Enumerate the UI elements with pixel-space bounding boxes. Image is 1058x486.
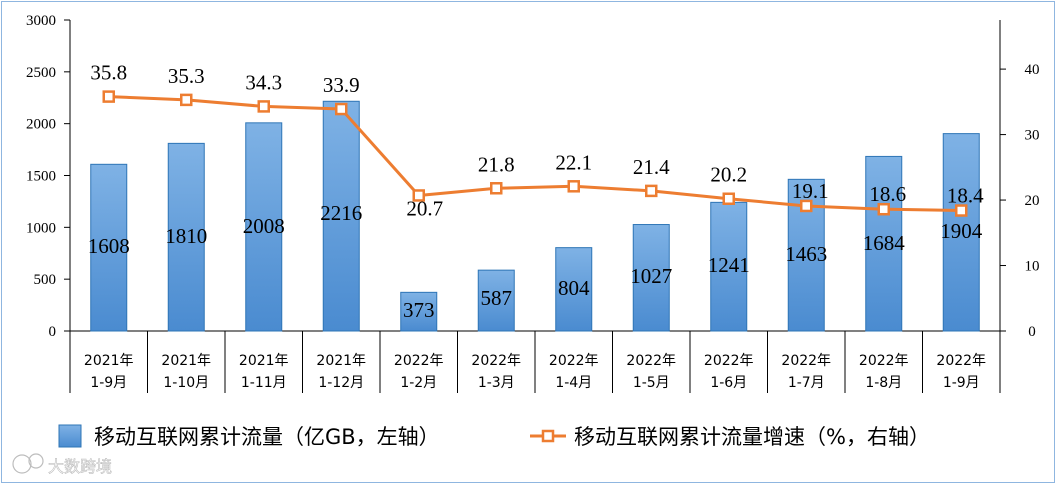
- bar-value-label: 1810: [165, 224, 207, 248]
- right-tick-label: 10: [1025, 259, 1040, 275]
- line-point: [102, 90, 115, 103]
- category-year-label: 2022年: [859, 353, 909, 369]
- bar-value-label: 2216: [320, 201, 362, 225]
- bar: [632, 224, 670, 332]
- right-tick-label: 0: [1028, 324, 1036, 340]
- line-point: [800, 199, 813, 213]
- left-tick-label: 1500: [26, 169, 56, 185]
- category-year-label: 2022年: [626, 353, 676, 369]
- category-year-label: 2021年: [161, 353, 211, 369]
- legend-bar-swatch: [58, 424, 82, 448]
- category-year-label: 2022年: [704, 353, 754, 369]
- category-year-label: 2022年: [781, 353, 831, 369]
- line-point: [490, 182, 503, 195]
- bar-value-label: 1463: [785, 242, 827, 266]
- left-tick-label: 2000: [26, 117, 56, 133]
- right-tick-label: 30: [1025, 128, 1040, 144]
- category-axis-labels: 2021年 1-9月 2021年 1-10月 2021年 1-11月 2021年 1-12月 2…: [84, 353, 986, 391]
- line-value-label: 35.3: [168, 64, 205, 88]
- left-tick-label: 1000: [26, 220, 56, 236]
- bar: [400, 291, 438, 332]
- left-tick-label: 500: [34, 272, 57, 288]
- left-tick-label: 2500: [26, 65, 56, 81]
- bar-value-label: 1608: [88, 234, 130, 258]
- bar: [322, 100, 360, 332]
- category-period-label: 1-6月: [710, 375, 747, 391]
- legend-line-label: 移动互联网累计流量增速（%，右轴）: [574, 425, 930, 449]
- line-value-label: 22.1: [555, 150, 592, 174]
- category-period-label: 1-8月: [865, 375, 902, 391]
- category-year-label: 2022年: [936, 353, 986, 369]
- legend-bar-label: 移动互联网累计流量（亿GB，左轴）: [94, 425, 440, 449]
- left-tick-label: 3000: [26, 13, 56, 29]
- growth-line: [108, 95, 962, 213]
- category-period-label: 1-4月: [555, 375, 592, 391]
- bar-value-label: 1904: [940, 219, 983, 243]
- data-labels: 1608 1810 2008 2216 373 587 804 1027 1241 1463 168…: [88, 61, 984, 322]
- bar-series: [90, 100, 980, 332]
- bar: [555, 247, 593, 332]
- axes: 0 500 1000 1500 2000 2500 3000 0 10 20 30 40: [26, 13, 1040, 393]
- bar: [90, 163, 128, 332]
- legend: 移动互联网累计流量（亿GB，左轴） 移动互联网累计流量增速（%，右轴）: [58, 424, 930, 449]
- category-year-label: 2021年: [84, 353, 134, 369]
- line-value-label: 20.2: [710, 163, 747, 187]
- right-tick-label: 40: [1025, 62, 1040, 78]
- line-value-label: 21.8: [478, 152, 515, 176]
- line-point: [877, 202, 890, 216]
- legend-line-marker: [541, 429, 555, 443]
- category-year-label: 2022年: [549, 353, 599, 369]
- category-period-label: 1-2月: [400, 375, 437, 391]
- line-point: [567, 180, 580, 193]
- bar: [710, 201, 748, 332]
- line-value-label: 18.6: [869, 182, 906, 206]
- bar: [865, 155, 903, 332]
- line-value-label: 34.3: [245, 70, 282, 94]
- bar-value-label: 1027: [630, 264, 672, 288]
- line-point: [645, 184, 658, 198]
- category-year-label: 2021年: [239, 353, 289, 369]
- line-value-label: 33.9: [323, 73, 360, 97]
- category-period-label: 1-9月: [943, 375, 980, 391]
- bar-value-label: 373: [403, 298, 435, 322]
- category-period-label: 1-3月: [478, 375, 515, 391]
- category-year-label: 2021年: [316, 353, 366, 369]
- category-period-label: 1-12月: [318, 375, 364, 391]
- line-value-label: 35.8: [90, 61, 127, 85]
- line-point: [722, 192, 735, 205]
- bar-value-label: 804: [558, 276, 590, 300]
- bar-value-label: 2008: [243, 214, 285, 238]
- bar: [245, 122, 283, 332]
- watermark: 大数跨境: [12, 453, 112, 476]
- watermark-text: 大数跨境: [48, 457, 112, 476]
- line-point: [180, 93, 193, 107]
- line-point: [335, 102, 348, 116]
- category-period-label: 1-9月: [90, 375, 127, 391]
- category-period-label: 1-7月: [788, 375, 825, 391]
- category-period-label: 1-11月: [241, 375, 287, 391]
- left-tick-label: 0: [49, 324, 57, 340]
- bar-value-label: 1684: [863, 231, 906, 255]
- bar: [477, 269, 515, 332]
- bar-value-label: 1241: [708, 253, 750, 277]
- line-value-label: 20.7: [406, 196, 443, 220]
- line-value-label: 18.4: [947, 184, 984, 208]
- line-point: [257, 100, 270, 113]
- bar: [167, 142, 205, 332]
- category-period-label: 1-10月: [163, 375, 209, 391]
- line-point: [955, 204, 968, 217]
- line-value-label: 21.4: [633, 155, 670, 179]
- right-tick-label: 20: [1025, 193, 1040, 209]
- bar-value-label: 587: [481, 286, 513, 310]
- line-series: [102, 90, 968, 217]
- line-point: [412, 189, 425, 202]
- category-year-label: 2022年: [394, 353, 444, 369]
- line-value-label: 19.1: [792, 179, 829, 203]
- category-year-label: 2022年: [471, 353, 521, 369]
- category-period-label: 1-5月: [633, 375, 670, 391]
- bar: [942, 133, 980, 332]
